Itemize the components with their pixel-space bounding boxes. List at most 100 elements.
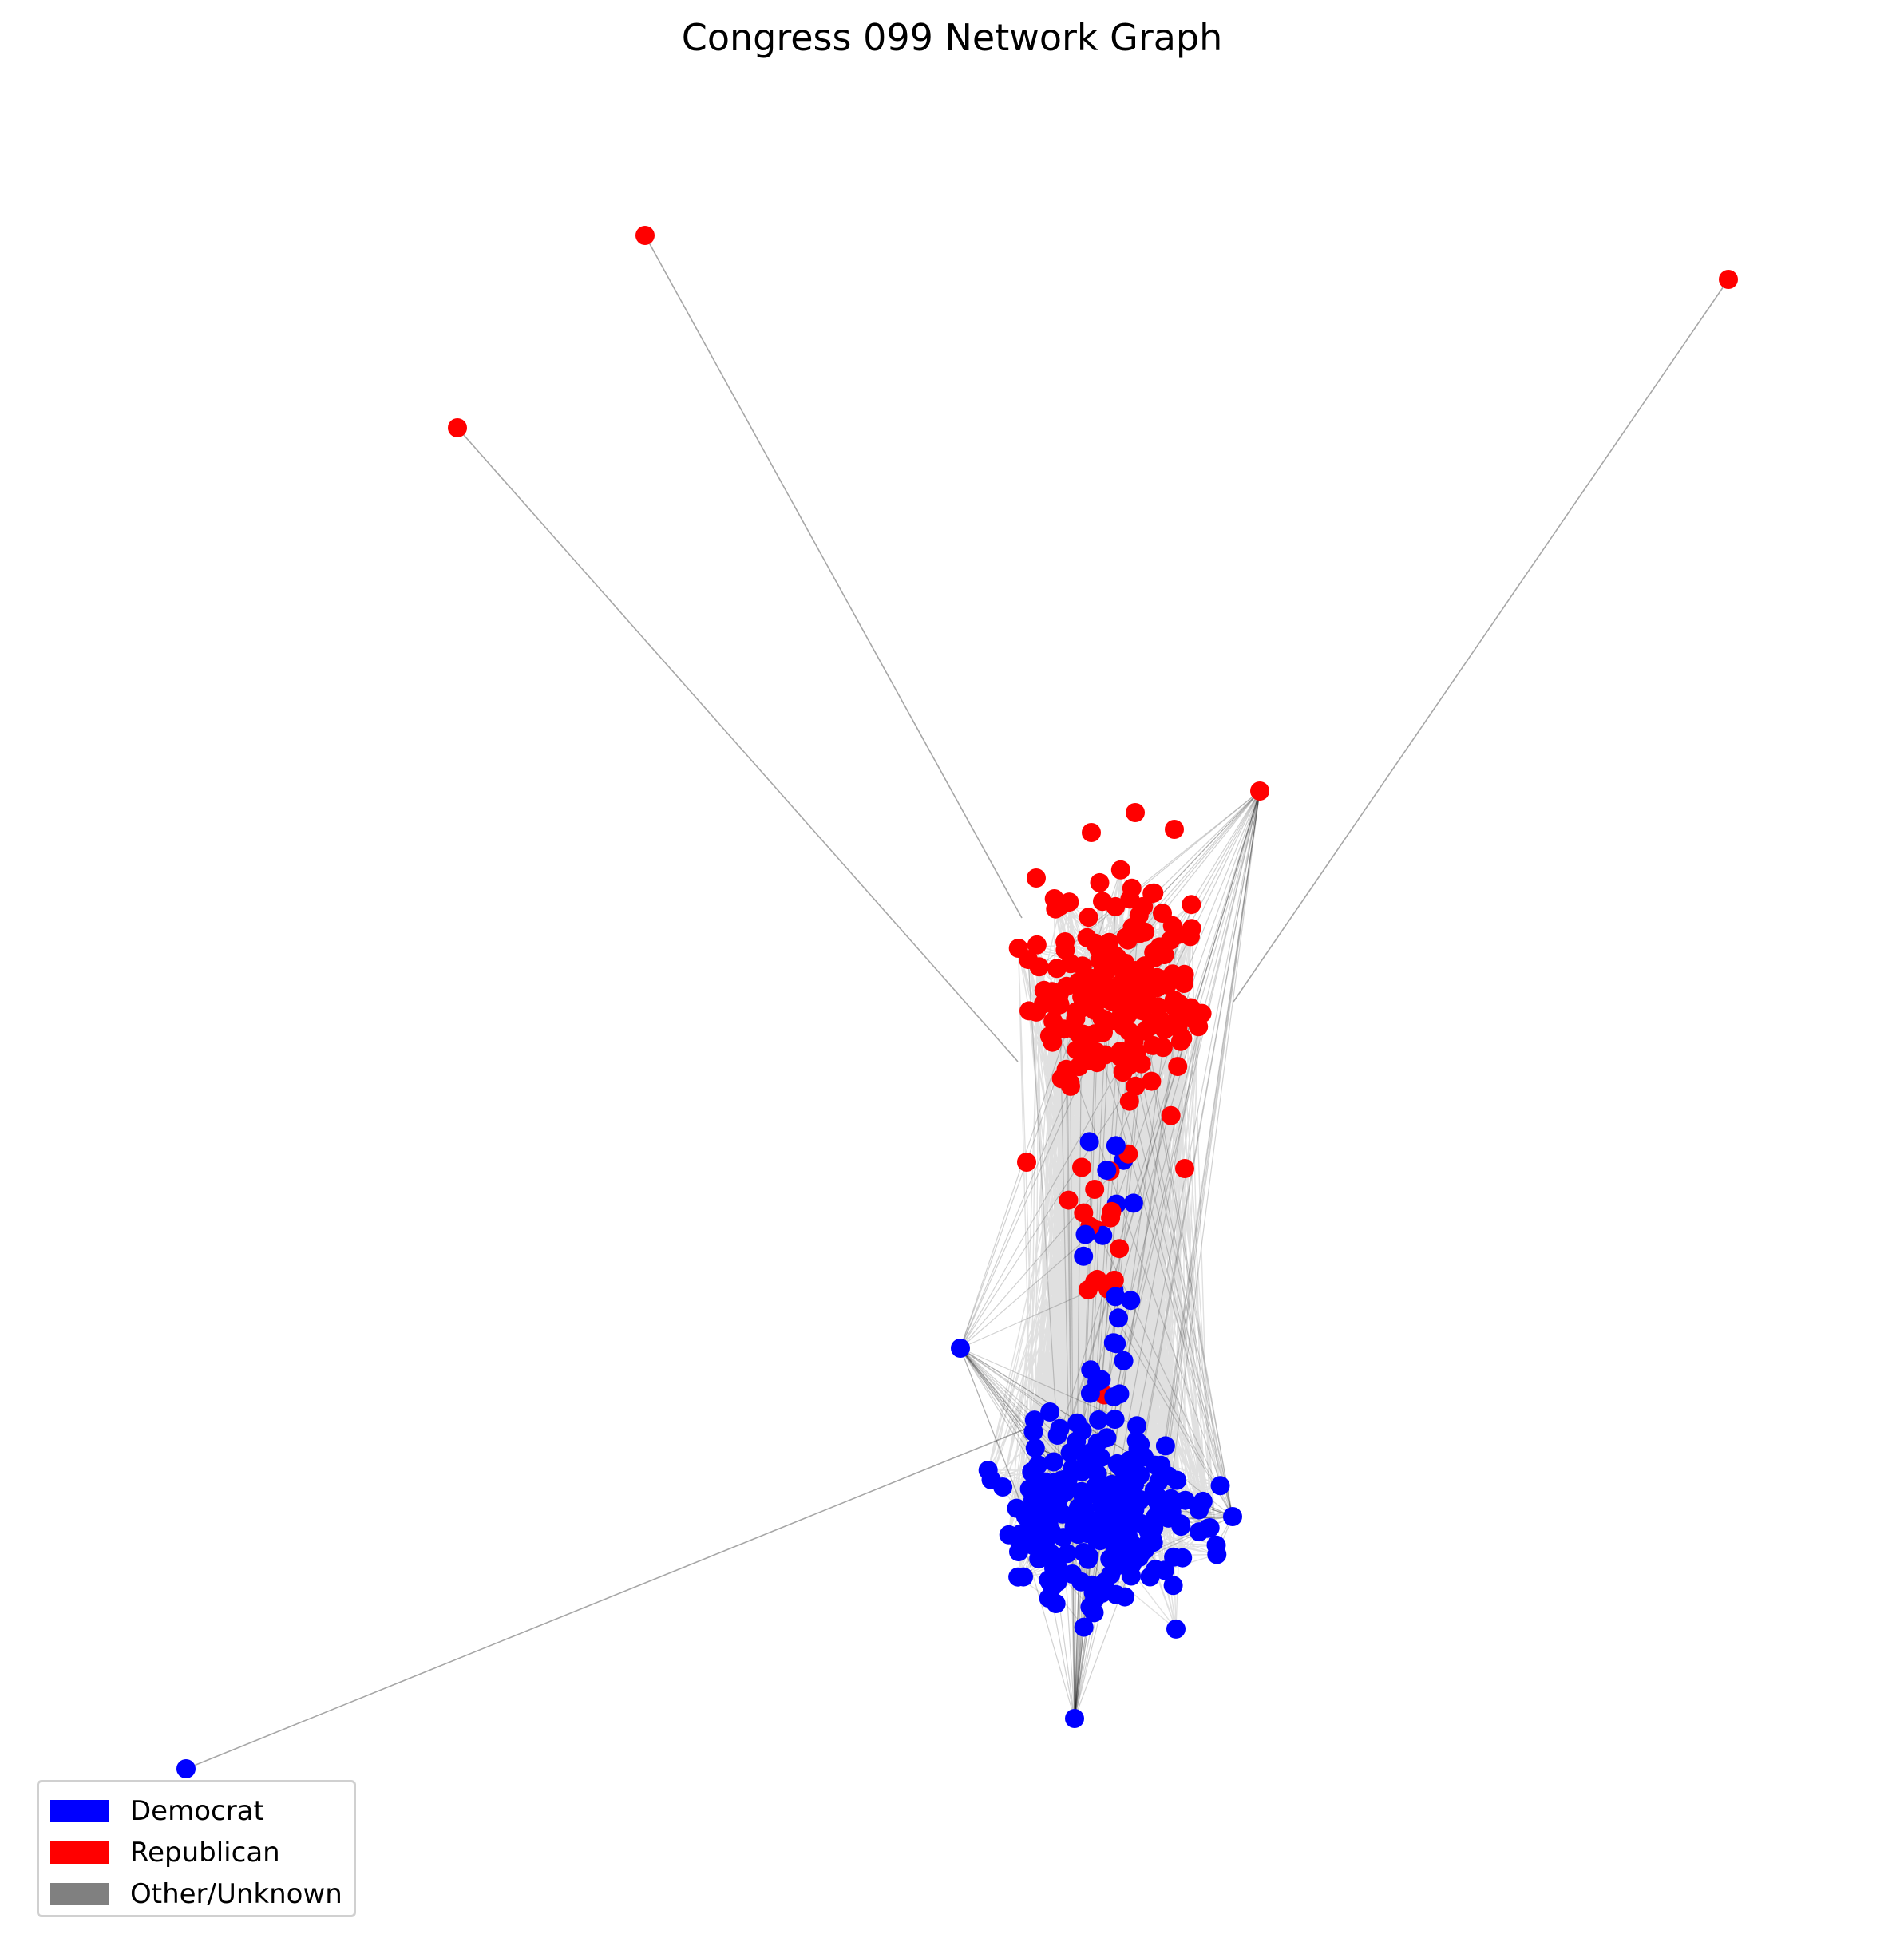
- democrat-node: [1167, 1470, 1187, 1490]
- democrat-node: [1041, 1544, 1061, 1564]
- peripheral-edge: [960, 1347, 1138, 1426]
- republican-node: [1115, 990, 1135, 1010]
- democrat-node: [1080, 1383, 1100, 1403]
- democrat-node: [1085, 1589, 1104, 1609]
- legend-label-democrat: Democrat: [130, 1795, 264, 1827]
- democrat-node: [1109, 1308, 1128, 1328]
- outlier-edge: [644, 235, 1023, 919]
- democrat-node: [1048, 1559, 1068, 1579]
- peripheral-edge: [1160, 790, 1261, 1465]
- legend-label-other: Other/Unknown: [130, 1878, 342, 1910]
- republican-node: [1027, 1002, 1047, 1022]
- democrat-node: [1067, 1510, 1087, 1530]
- chart-title: Congress 099 Network Graph: [681, 16, 1223, 59]
- democrat-node: [1028, 1455, 1048, 1475]
- republican-node: [1126, 803, 1145, 822]
- democrat-node: [1155, 1436, 1175, 1456]
- democrat-node: [1084, 1459, 1104, 1479]
- peripheral-edge: [1134, 970, 1233, 1517]
- republican-node: [1110, 975, 1130, 995]
- peripheral-edge: [1123, 1018, 1233, 1517]
- republican-node: [1110, 860, 1130, 880]
- peripheral-edge: [1023, 790, 1261, 1577]
- democrat-node: [1166, 1619, 1186, 1639]
- peripheral-edge: [1166, 790, 1261, 986]
- republican-node: [1124, 1031, 1144, 1051]
- democrat-node: [1025, 1438, 1045, 1458]
- democrat-node: [1130, 1434, 1150, 1454]
- democrat-node: [1105, 1488, 1125, 1508]
- democrat-node: [1143, 1533, 1163, 1552]
- republican-node: [1168, 1057, 1188, 1077]
- peripheral-edge: [1074, 969, 1123, 1719]
- peripheral-edge: [1119, 1056, 1233, 1517]
- legend-item-other: Other/Unknown: [50, 1873, 342, 1915]
- legend-label-republican: Republican: [130, 1837, 280, 1869]
- democrat-node: [1097, 1428, 1117, 1448]
- democrat-node: [1074, 1617, 1094, 1637]
- republican-node: [1118, 1056, 1138, 1076]
- republican-node: [1034, 980, 1054, 1000]
- peripheral-edge: [1065, 790, 1261, 951]
- democrat-node: [1171, 1514, 1190, 1534]
- peripheral-edge: [1074, 992, 1098, 1719]
- democrat-node: [1082, 1442, 1102, 1462]
- democrat-node: [1210, 1476, 1230, 1496]
- democrat-node: [1197, 1518, 1217, 1538]
- peripheral-edge: [1027, 959, 1075, 1719]
- republican-node: [1072, 1157, 1091, 1177]
- democrat-node: [1110, 1529, 1130, 1549]
- democrat-node: [1065, 1709, 1084, 1728]
- republican-node: [1091, 951, 1111, 971]
- republican-node: [1170, 1031, 1190, 1051]
- peripheral-edge: [1074, 996, 1083, 1719]
- other-swatch: [50, 1883, 109, 1905]
- democrat-node: [1097, 1161, 1117, 1181]
- republican-node: [1182, 1008, 1201, 1028]
- peripheral-edge: [1020, 1533, 1075, 1719]
- republican-node: [1097, 989, 1117, 1009]
- outlier-edge: [185, 1428, 1027, 1770]
- democrat-node: [1091, 1370, 1111, 1390]
- republican-node: [1082, 823, 1101, 842]
- republican-node: [1161, 1105, 1181, 1125]
- republican-node: [1134, 896, 1154, 916]
- republican-node: [1043, 1032, 1063, 1052]
- peripheral-edge: [1066, 986, 1075, 1719]
- peripheral-edge: [1044, 790, 1261, 1482]
- republican-node: [1153, 904, 1172, 924]
- democrat-node: [993, 1477, 1013, 1497]
- republican-node: [1085, 1180, 1105, 1199]
- republican-node: [1059, 1190, 1079, 1210]
- republican-node: [1102, 1201, 1122, 1221]
- democrat-node: [951, 1339, 970, 1358]
- republican-node: [1135, 977, 1155, 997]
- democrat-node: [1114, 1509, 1134, 1529]
- republican-node: [1079, 979, 1099, 999]
- peripheral-edge: [1127, 790, 1261, 941]
- republican-node: [1163, 964, 1182, 984]
- democrat-node: [1128, 1449, 1148, 1469]
- democrat-node: [1130, 1489, 1150, 1509]
- democrat-node: [1079, 1132, 1099, 1152]
- peripheral-edge: [960, 1347, 1027, 1517]
- peripheral-edge: [1130, 790, 1261, 1521]
- republican-node: [1165, 820, 1184, 839]
- republican-node: [635, 226, 655, 245]
- republican-node: [1055, 940, 1075, 960]
- democrat-node: [1206, 1535, 1226, 1555]
- peripheral-edge: [1107, 1288, 1233, 1517]
- democrat-node: [1103, 1333, 1123, 1353]
- peripheral-edge: [1156, 790, 1261, 1501]
- peripheral-edge: [1159, 790, 1261, 1513]
- republican-swatch: [50, 1841, 109, 1864]
- republican-node: [1077, 927, 1097, 947]
- republican-node: [1047, 959, 1067, 979]
- republican-node: [1093, 1020, 1113, 1040]
- democrat-node: [1024, 1410, 1044, 1430]
- peripheral-edge: [1059, 1004, 1075, 1719]
- peripheral-edge: [1039, 790, 1261, 967]
- republican-node: [1027, 935, 1047, 955]
- republican-node: [1051, 896, 1070, 916]
- peripheral-edge: [1121, 790, 1261, 1506]
